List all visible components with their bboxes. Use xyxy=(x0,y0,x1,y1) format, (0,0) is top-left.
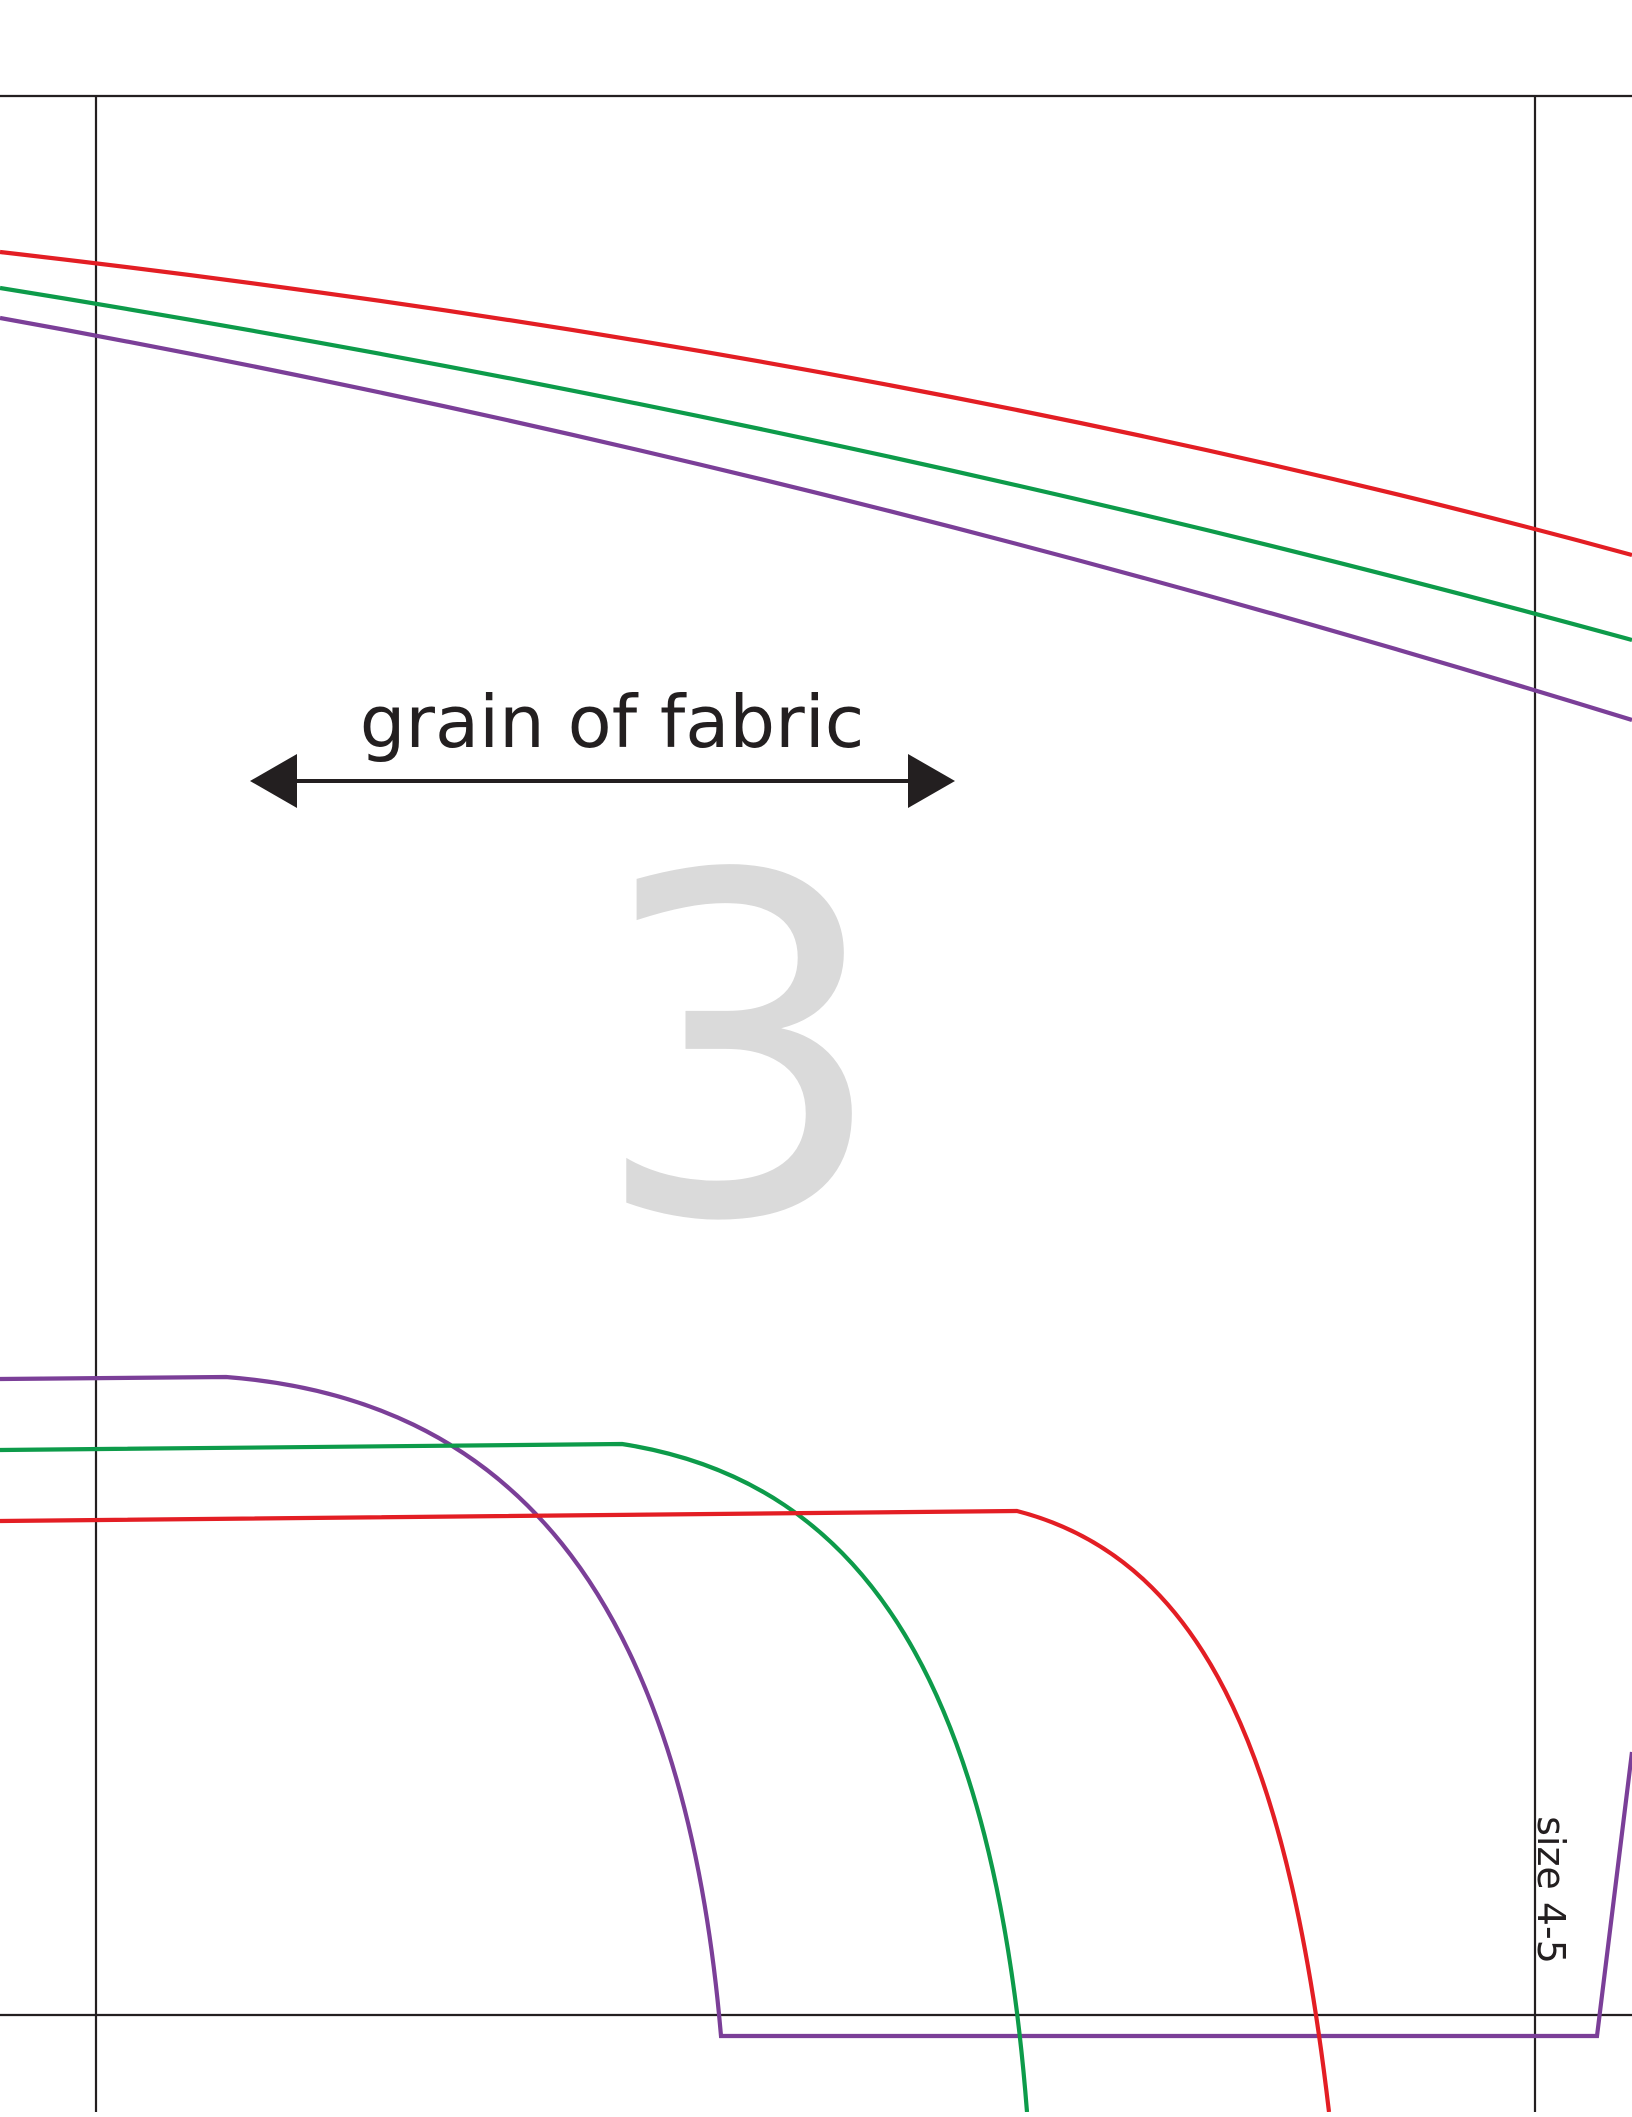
grain-label: grain of fabric xyxy=(360,680,865,764)
grain-arrow-right-icon xyxy=(908,754,955,808)
page-number: 3 xyxy=(590,777,889,1324)
grain-arrow-left-icon xyxy=(250,754,297,808)
lower-curve-purple xyxy=(0,1374,1632,2039)
upper-curve-green xyxy=(0,285,1632,643)
grain-indicator: grain of fabric xyxy=(250,680,955,808)
upper-pattern-curves xyxy=(0,249,1632,723)
upper-curve-purple xyxy=(0,315,1632,723)
lower-pattern-curves xyxy=(0,1374,1632,2113)
upper-curve-red xyxy=(0,249,1632,558)
lower-curve-red xyxy=(0,1508,1332,2113)
lower-curve-green xyxy=(0,1441,1030,2113)
size-label: size 4-5 xyxy=(1529,1816,1573,1964)
tile-trim-lines xyxy=(0,94,1632,2112)
